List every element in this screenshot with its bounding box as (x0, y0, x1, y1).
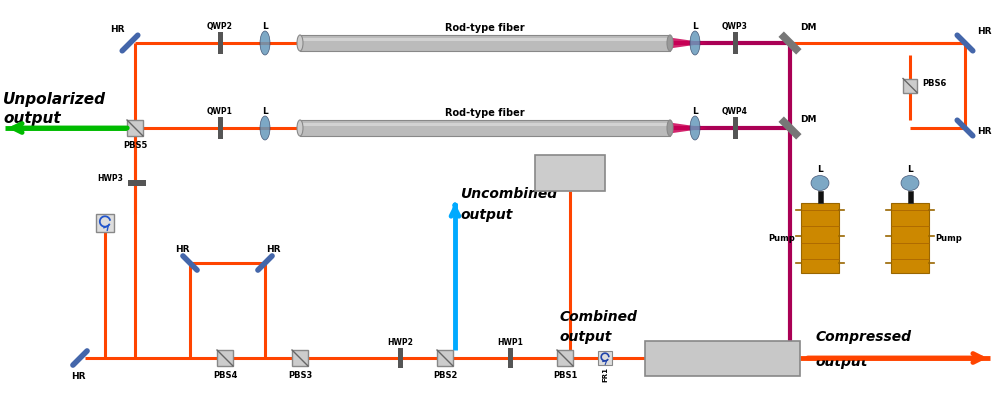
Bar (557, 350, 573, 366)
Ellipse shape (690, 117, 700, 141)
Bar (127, 121, 143, 137)
Text: L: L (907, 165, 913, 173)
Text: QWP1: QWP1 (207, 107, 233, 116)
Bar (732, 33, 738, 55)
Text: HWP1: HWP1 (497, 337, 523, 346)
Ellipse shape (260, 32, 270, 56)
Text: HR: HR (71, 371, 85, 380)
Bar (398, 348, 403, 368)
Text: L: L (692, 22, 698, 31)
Ellipse shape (901, 176, 919, 191)
Text: PBS1: PBS1 (553, 370, 577, 379)
Text: HR: HR (266, 244, 280, 254)
Text: L: L (262, 107, 268, 116)
Bar (300, 124, 670, 127)
Text: Compressor: Compressor (687, 353, 758, 363)
Bar (96, 214, 114, 233)
Ellipse shape (667, 36, 673, 52)
Text: PBS3: PBS3 (288, 370, 312, 379)
Text: output: output (3, 111, 61, 126)
Bar (292, 350, 308, 366)
Bar (818, 192, 822, 204)
Bar (300, 36, 670, 52)
Text: output: output (460, 207, 512, 221)
Text: L: L (817, 165, 823, 173)
Text: L: L (262, 22, 268, 31)
Bar (598, 351, 612, 365)
Text: HR: HR (175, 244, 189, 254)
Bar (437, 350, 453, 366)
Bar (300, 39, 670, 42)
Ellipse shape (297, 36, 303, 52)
Text: Pump: Pump (768, 234, 795, 243)
Bar (218, 118, 223, 140)
Bar (903, 79, 917, 93)
Polygon shape (673, 39, 708, 49)
Ellipse shape (690, 32, 700, 56)
Text: DM: DM (800, 23, 816, 32)
Ellipse shape (811, 176, 829, 191)
Text: PBS4: PBS4 (213, 370, 237, 379)
Text: Rod-type fiber: Rod-type fiber (445, 108, 525, 118)
Text: HWP3: HWP3 (97, 174, 123, 183)
Bar (801, 204, 839, 273)
Bar (732, 118, 738, 140)
Ellipse shape (297, 121, 303, 137)
Text: Uncombined: Uncombined (460, 187, 557, 201)
Text: Pump: Pump (935, 234, 962, 243)
Text: PBS2: PBS2 (433, 370, 457, 379)
Text: HR: HR (977, 127, 992, 136)
Bar (218, 33, 223, 55)
Text: Unpolarized: Unpolarized (3, 92, 106, 107)
Ellipse shape (260, 117, 270, 141)
Bar (128, 181, 146, 186)
Text: HWP2: HWP2 (387, 337, 413, 346)
Text: DM: DM (800, 115, 816, 124)
Text: HR: HR (977, 27, 992, 36)
Text: QWP2: QWP2 (207, 22, 233, 31)
Text: Combined: Combined (560, 309, 638, 323)
Bar (300, 121, 670, 137)
Text: FR2: FR2 (97, 223, 113, 231)
Bar (508, 348, 512, 368)
Bar (891, 204, 929, 273)
Bar (535, 156, 605, 192)
Text: output: output (560, 329, 612, 343)
Text: L: L (692, 107, 698, 116)
Text: QWP3: QWP3 (722, 22, 748, 31)
Text: Compressed: Compressed (815, 329, 911, 343)
Text: QWP4: QWP4 (722, 107, 748, 116)
Bar (908, 192, 912, 204)
Text: Front end: Front end (542, 169, 598, 178)
Text: PBS5: PBS5 (123, 141, 147, 150)
Polygon shape (673, 124, 708, 134)
Text: PBS6: PBS6 (922, 79, 946, 88)
Text: HR: HR (110, 25, 124, 34)
Ellipse shape (667, 121, 673, 137)
Bar (645, 341, 800, 375)
Text: FR1: FR1 (602, 366, 608, 381)
Text: Rod-type fiber: Rod-type fiber (445, 23, 525, 33)
Text: output: output (815, 354, 867, 368)
Bar (217, 350, 233, 366)
